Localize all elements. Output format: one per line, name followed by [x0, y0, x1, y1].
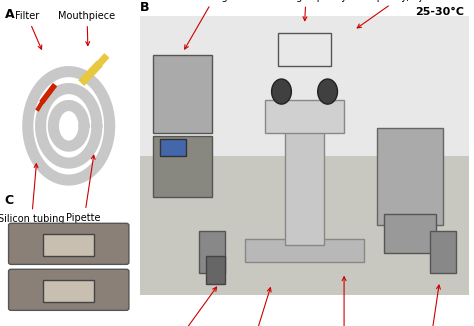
Bar [377, 128, 443, 225]
Text: 25-30°C: 25-30°C [415, 7, 464, 17]
Text: Manipulator for a collection
capillary/Injection needle: Manipulator for a collection capillary/I… [363, 285, 474, 326]
Bar [430, 231, 456, 273]
Text: Silicon tubing: Silicon tubing [0, 164, 65, 225]
Bar [43, 280, 94, 302]
Bar [140, 16, 469, 156]
Ellipse shape [272, 79, 292, 104]
Bar [285, 119, 324, 245]
Bar [278, 33, 331, 67]
Bar [160, 139, 186, 156]
Text: B: B [140, 1, 149, 14]
Bar [140, 156, 469, 295]
Text: A: A [5, 8, 14, 21]
Text: Collection capillary/Injection needle: Collection capillary/Injection needle [314, 0, 474, 28]
Text: Pressure system for
ES cell collection/injection: Pressure system for ES cell collection/i… [188, 288, 316, 326]
FancyBboxPatch shape [9, 269, 129, 310]
Bar [206, 256, 226, 284]
FancyBboxPatch shape [9, 223, 129, 264]
Text: Manipulator
for a holding capillary: Manipulator for a holding capillary [119, 287, 226, 326]
Ellipse shape [318, 79, 337, 104]
Bar [245, 239, 364, 261]
Text: C: C [5, 194, 14, 207]
Text: Holding capillary: Holding capillary [265, 0, 347, 21]
Text: Pipette
holder: Pipette holder [66, 155, 100, 235]
Bar [199, 231, 226, 273]
Bar [43, 234, 94, 256]
Text: Pneumatic microinjector
for holding embryos: Pneumatic microinjector for holding embr… [284, 277, 404, 326]
Bar [265, 100, 344, 133]
Bar [383, 214, 436, 253]
Bar [153, 55, 212, 133]
Text: Mouthpiece: Mouthpiece [58, 11, 116, 46]
Text: Fluorescent light source: Fluorescent light source [156, 0, 273, 49]
Bar [153, 136, 212, 198]
Text: Filter: Filter [15, 11, 42, 49]
